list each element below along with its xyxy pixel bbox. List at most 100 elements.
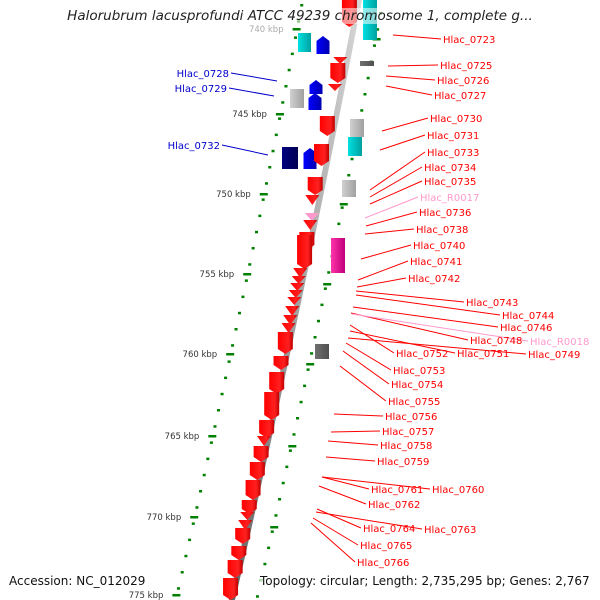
gene-block[interactable] [298,33,311,52]
gene-arrow-forward[interactable] [307,177,323,195]
gene-arrow-forward[interactable] [287,297,302,305]
gene-label[interactable]: Hlac_0748 [470,336,522,347]
gene-arrow-forward[interactable] [256,436,271,446]
rna-gene[interactable] [304,213,319,221]
gene-arrow-forward[interactable] [241,500,257,514]
gene-arrow-forward[interactable] [319,116,335,136]
gene-block[interactable] [360,61,374,66]
gene-label[interactable]: Hlac_0757 [382,427,434,438]
gene-label[interactable]: Hlac_0741 [410,257,462,268]
gene-label[interactable]: Hlac_0751 [457,349,509,360]
gene-label[interactable]: Hlac_0752 [396,349,448,360]
gene-label[interactable]: Hlac_0735 [424,177,476,188]
gene-arrow-reverse[interactable] [309,80,323,94]
gene-arrow-forward[interactable] [333,57,348,64]
gene-arrow-forward[interactable] [235,528,251,544]
gene-arrow-forward[interactable] [253,446,269,462]
minor-tick [316,319,320,323]
gene-label[interactable]: Hlac_0740 [413,241,465,252]
gene-label[interactable]: Hlac_0761 [371,485,423,496]
gene-label[interactable]: Hlac_0730 [430,114,482,125]
gene-arrow-forward[interactable] [288,290,303,298]
gene-arrow-forward[interactable] [264,392,280,420]
gene-arrow-forward[interactable] [303,220,318,230]
gene-label[interactable]: Hlac_0734 [424,163,476,174]
gene-arrow-forward[interactable] [285,306,300,316]
gene-arrow-forward[interactable] [291,276,306,284]
gene-arrow-forward[interactable] [313,144,329,166]
gene-arrow-reverse[interactable] [316,36,330,54]
minor-tick [241,295,245,299]
gene-label[interactable]: Hlac_0766 [357,558,409,569]
gene-label[interactable]: Hlac_0746 [500,323,552,334]
gene-arrow-forward[interactable] [273,356,289,370]
gene-arrow-forward[interactable] [293,268,308,278]
gene-label[interactable]: Hlac_0759 [377,457,429,468]
gene-label[interactable]: Hlac_0733 [427,148,479,159]
gene-label[interactable]: Hlac_0723 [443,35,495,46]
gene-label[interactable]: Hlac_0758 [380,441,432,452]
gene-label[interactable]: Hlac_0753 [393,366,445,377]
gene-arrow-forward[interactable] [227,560,243,578]
minor-tick [306,368,310,371]
gene-label[interactable]: Hlac_0729 [175,84,227,95]
gene-arrow-forward[interactable] [283,315,298,325]
gene-label[interactable]: Hlac_0731 [427,131,479,142]
gene-arrow-forward[interactable] [245,480,261,500]
gene-label[interactable]: Hlac_0749 [528,350,580,361]
minor-tick [202,473,206,477]
gene-label[interactable]: Hlac_0725 [440,61,492,72]
gene-arrow-forward[interactable] [330,63,346,83]
gene-arrow-forward[interactable] [249,462,265,480]
gene-arrow-forward[interactable] [231,546,247,560]
gene-label[interactable]: Hlac_0736 [419,208,471,219]
gene-label[interactable]: Hlac_0760 [432,485,484,496]
gene-block[interactable] [350,119,364,137]
minor-tick [284,85,288,88]
gene-arrow-forward[interactable] [277,332,293,354]
gene-arrow-forward[interactable] [238,520,253,530]
gene-label[interactable]: Hlac_0763 [424,525,476,536]
gene-arrow-forward[interactable] [223,578,239,600]
tick-label: 750 kbp [216,190,251,200]
gene-label[interactable]: Hlac_0754 [391,380,443,391]
gene-label[interactable]: Hlac_0755 [388,397,440,408]
gene-block[interactable] [282,147,298,169]
gene-label[interactable]: Hlac_R0018 [530,337,589,348]
gene-block[interactable] [342,180,356,197]
gene-block[interactable] [315,344,329,359]
gene-arrow-forward[interactable] [269,372,285,394]
label-leader-line [369,166,423,198]
minor-tick [195,506,199,509]
gene-arrow-reverse[interactable] [308,93,322,110]
gene-label[interactable]: Hlac_0742 [408,274,460,285]
gene-label[interactable]: Hlac_0764 [363,524,415,535]
minor-tick [264,182,268,185]
gene-arrow-forward[interactable] [259,420,275,438]
gene-block[interactable] [290,89,304,108]
gene-arrow-forward[interactable] [327,84,342,91]
gene-arrow-forward[interactable] [240,512,255,520]
gene-arrow-forward[interactable] [290,283,305,291]
label-leader-line [387,64,439,67]
gene-label[interactable]: Hlac_0762 [368,500,420,511]
gene-label[interactable]: Hlac_0728 [177,69,229,80]
gene-label[interactable]: Hlac_0727 [434,91,486,102]
gene-block[interactable] [348,137,362,156]
label-leader-line [356,277,407,288]
gene-label[interactable]: Hlac_0744 [502,311,554,322]
gene-label[interactable]: Hlac_0732 [168,141,220,152]
gene-label[interactable]: Hlac_0738 [416,225,468,236]
gene-label[interactable]: Hlac_0743 [466,298,518,309]
gene-arrow-forward[interactable] [305,195,320,205]
minor-tick [213,425,217,428]
gene-arrow-forward[interactable] [297,235,313,269]
label-leader-line [351,313,529,342]
gene-label[interactable]: Hlac_0756 [385,412,437,423]
gene-label[interactable]: Hlac_0726 [437,76,489,87]
gene-label[interactable]: Hlac_R0017 [420,193,479,204]
gene-block[interactable] [331,238,345,273]
gene-label[interactable]: Hlac_0765 [360,541,412,552]
gene-arrow-reverse[interactable] [303,148,317,169]
gene-arrow-forward[interactable] [281,323,296,333]
